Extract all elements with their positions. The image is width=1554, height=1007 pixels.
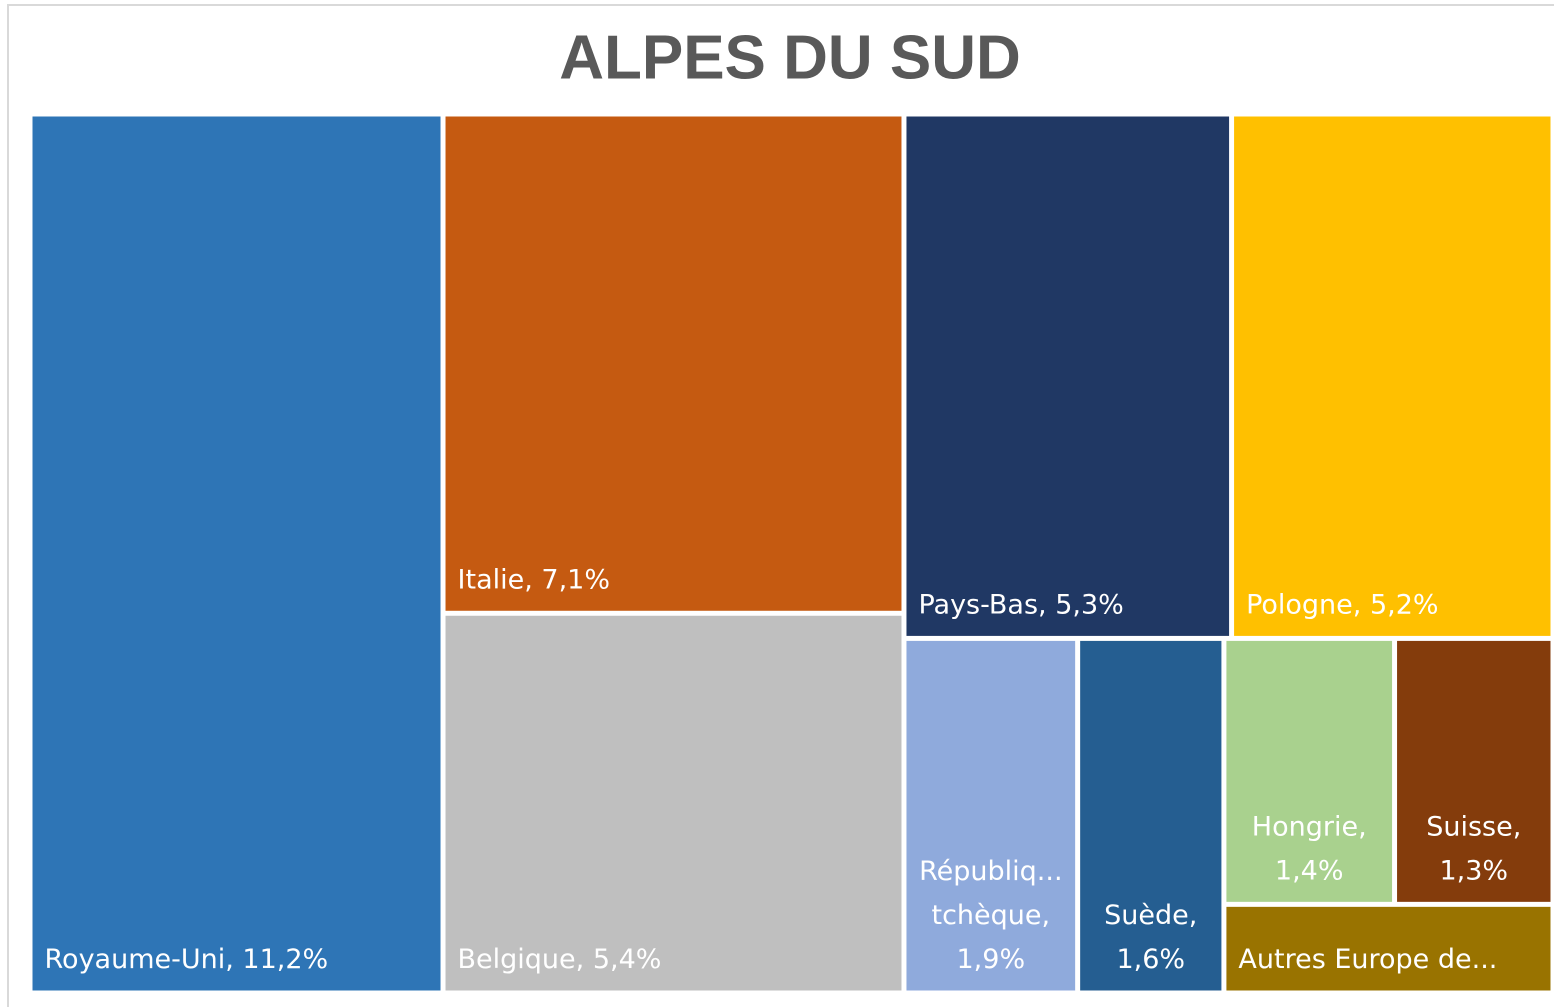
tile-label: Autres Europe de... [1238, 944, 1497, 975]
tile [1234, 116, 1551, 636]
tile-label: Italie, 7,1% [458, 564, 610, 595]
tile [445, 116, 902, 611]
tile-label: Royaume-Uni, 11,2% [45, 944, 329, 975]
chart-title: ALPES DU SUD [559, 23, 1021, 92]
tile-label: 1,6% [1116, 944, 1185, 975]
tile-label: Suède, [1104, 900, 1197, 931]
tile-label: Pologne, 5,2% [1246, 589, 1438, 620]
tile-label: 1,9% [957, 944, 1026, 975]
tile-label: Pays-Bas, 5,3% [918, 589, 1123, 620]
tile-label: 1,4% [1275, 855, 1344, 886]
tile [445, 615, 902, 991]
tile [32, 116, 441, 991]
tile-label: Hongrie, [1252, 811, 1367, 842]
tile [1226, 906, 1551, 991]
tile-label: Républiq... [919, 856, 1062, 887]
tile-label: tchèque, [932, 900, 1051, 931]
chart-frame [7, 4, 1554, 1007]
tile-label: Suisse, [1426, 811, 1521, 842]
tile [1397, 640, 1551, 902]
tile [1226, 640, 1393, 902]
tile-label: Belgique, 5,4% [458, 944, 662, 975]
tile [906, 116, 1230, 636]
tile-label: 1,3% [1439, 855, 1508, 886]
tile [906, 640, 1076, 991]
tile [1080, 640, 1222, 991]
